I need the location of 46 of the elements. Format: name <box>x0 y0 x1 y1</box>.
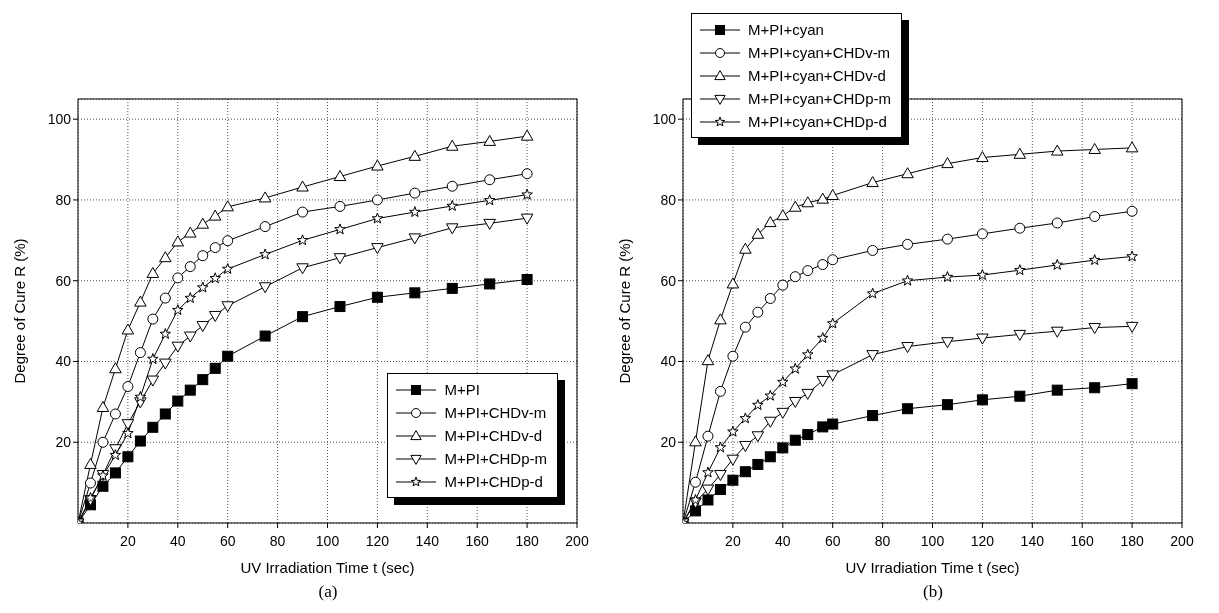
x-tick-label: 100 <box>315 533 340 549</box>
y-tick-label: 100 <box>652 111 677 128</box>
x-tick-label: 120 <box>970 533 995 549</box>
x-tick-label: 80 <box>874 533 891 549</box>
x-tick-label: 20 <box>120 533 136 549</box>
y-tick-label: 60 <box>660 272 677 289</box>
y-axis-title: Degree of Cure R (%) <box>11 238 29 384</box>
y-axis-title: Degree of Cure R (%) <box>616 238 634 384</box>
x-tick-label: 160 <box>465 533 490 549</box>
x-tick-label: 160 <box>1070 533 1095 549</box>
x-tick-label: 120 <box>365 533 390 549</box>
legend-label: M+PI+CHDp-d <box>444 473 543 490</box>
y-tick-label: 100 <box>47 111 72 128</box>
x-tick-label: 200 <box>1170 533 1194 549</box>
x-tick-label: 140 <box>1020 533 1045 549</box>
text: (a) <box>317 582 339 602</box>
y-tick-label: 80 <box>55 191 72 208</box>
x-tick-label: 80 <box>269 533 286 549</box>
legend-label: M+PI+cyan+CHDv-d <box>748 67 886 84</box>
x-tick-label: 100 <box>920 533 945 549</box>
x-tick-label: 40 <box>775 533 791 549</box>
text: (b) <box>922 582 944 602</box>
x-tick-label: 200 <box>565 533 589 549</box>
legend-label: M+PI+cyan <box>748 21 824 38</box>
legend-label: M+PI+CHDp-m <box>444 450 547 467</box>
y-tick-label: 40 <box>55 353 72 370</box>
x-tick-label: 180 <box>515 533 539 549</box>
legend-label: M+PI+cyan+CHDp-d <box>748 113 887 130</box>
x-tick-label: 60 <box>824 533 841 549</box>
y-tick-label: 20 <box>660 434 677 451</box>
x-tick-label: 60 <box>219 533 236 549</box>
x-tick-label: 180 <box>1120 533 1144 549</box>
x-axis-title: UV Irradiation Time t (sec) <box>845 559 1020 576</box>
legend-label: M+PI+CHDv-m <box>444 404 547 421</box>
x-tick-label: 140 <box>415 533 440 549</box>
y-tick-label: 60 <box>55 272 72 289</box>
y-tick-label: 80 <box>660 191 677 208</box>
x-axis-title: UV Irradiation Time t (sec) <box>240 559 415 576</box>
legend-label: M+PI <box>444 381 480 398</box>
x-tick-label: 40 <box>170 533 186 549</box>
x-tick-label: 20 <box>725 533 741 549</box>
y-tick-label: 40 <box>660 353 677 370</box>
y-tick-label: 20 <box>55 434 72 451</box>
legend-label: M+PI+cyan+CHDv-m <box>748 44 891 61</box>
legend-label: M+PI+cyan+CHDp-m <box>748 90 891 107</box>
legend-label: M+PI+CHDv-d <box>444 427 542 444</box>
